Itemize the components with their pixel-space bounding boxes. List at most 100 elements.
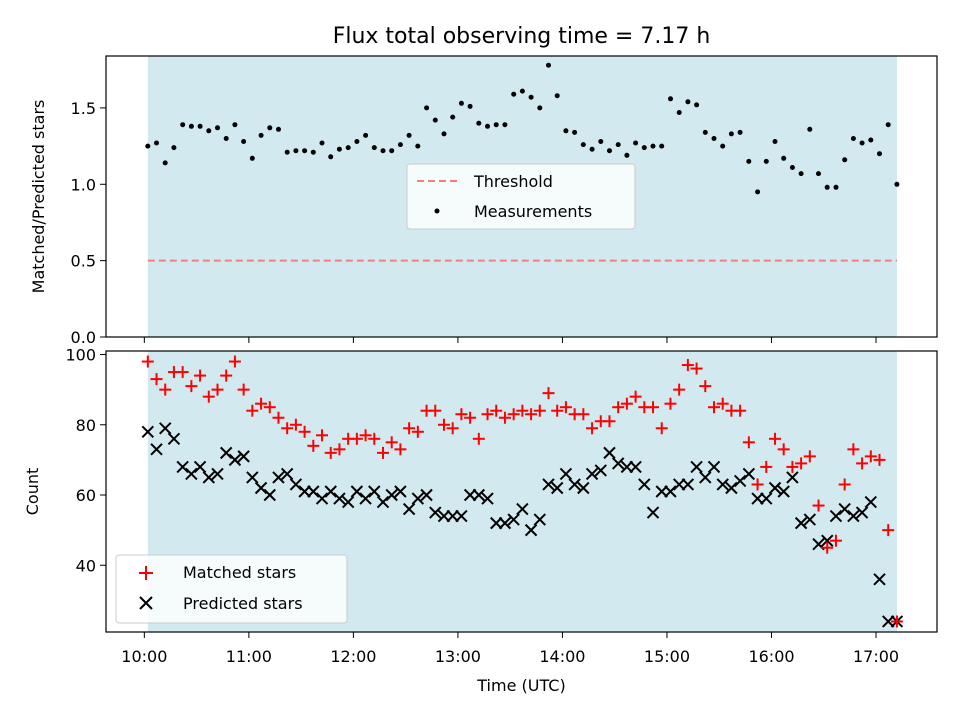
measurement-point [432, 117, 438, 123]
measurement-point [441, 131, 447, 137]
measurement-point [336, 146, 342, 152]
predicted-star-point [664, 485, 677, 498]
bottom-x-ticks: 10:00 11:00 12:00 13:00 14:00 15:00 16:00 17:00 [121, 632, 899, 666]
measurement-point [572, 129, 578, 135]
measurement-point [293, 148, 299, 154]
predicted-star-point [699, 471, 712, 484]
predicted-star-point [873, 573, 886, 586]
predicted-star-point [507, 513, 520, 526]
predicted-star-point [159, 422, 172, 435]
predicted-star-point [202, 471, 215, 484]
matched-star-point [681, 359, 694, 372]
predicted-star-point [350, 485, 364, 498]
matched-star-point [350, 432, 363, 445]
matched-star-point [333, 443, 346, 456]
legend-measurements-swatch [434, 208, 440, 214]
predicted-star-point [176, 460, 189, 474]
matched-star-point [716, 397, 729, 410]
measurement-point [328, 154, 334, 160]
predicted-star-point [777, 485, 790, 498]
matched-star-point [786, 460, 799, 473]
top-legend-box [406, 163, 636, 230]
predicted-star-point [707, 460, 721, 474]
matched-star-point [655, 422, 668, 435]
predicted-star-point [211, 467, 224, 481]
measurement-point [694, 102, 700, 108]
matched-star-point [411, 425, 424, 438]
bottom-y-tick-label: 40 [76, 556, 96, 575]
matched-star-point [298, 425, 311, 438]
top-x-ticks [143, 337, 877, 343]
matched-star-point [673, 383, 686, 396]
predicted-star-point [185, 467, 198, 481]
legend-measurements-label: Measurements [474, 202, 592, 221]
x-tick-label: 11:00 [226, 647, 272, 666]
legend-predicted-label: Predicted stars [183, 594, 303, 613]
measurement-point [859, 140, 865, 146]
matched-star-point [559, 401, 572, 414]
measurement-point [868, 137, 874, 143]
measurement-point [215, 125, 220, 131]
matched-star-point [533, 404, 546, 417]
predicted-star-point [385, 488, 398, 502]
predicted-star-point [794, 516, 808, 530]
measurement-point [728, 131, 734, 137]
matched-star-point [324, 446, 337, 459]
top-y-tick-label: 0.5 [71, 252, 96, 271]
predicted-star-point [341, 495, 355, 509]
predicted-star-point [376, 495, 390, 509]
measurement-point [659, 143, 665, 149]
matched-star-point [464, 411, 477, 424]
predicted-stars-points [141, 422, 904, 628]
matched-star-point [525, 408, 538, 421]
matched-star-point [760, 460, 773, 473]
bottom-y-tick-label: 100 [65, 346, 96, 365]
matched-star-point [263, 401, 276, 414]
predicted-star-point [324, 485, 337, 498]
measurement-point [842, 157, 848, 163]
matched-star-point [185, 380, 198, 393]
predicted-star-point [821, 534, 834, 547]
matched-star-point [690, 362, 703, 375]
predicted-star-point [220, 446, 233, 460]
matched-star-point [228, 355, 241, 368]
legend-predicted-swatch [139, 596, 153, 610]
measurement-point [310, 149, 316, 155]
measurement-point [746, 158, 752, 164]
measurement-point [389, 148, 395, 154]
measurement-point [598, 139, 604, 144]
matched-star-point [812, 499, 825, 512]
predicted-star-point [716, 478, 729, 491]
legend-threshold-label: Threshold [473, 172, 553, 191]
matched-star-point [455, 408, 468, 421]
measurement-point [615, 142, 621, 148]
predicted-star-point [472, 488, 486, 502]
predicted-star-point [254, 481, 268, 495]
measurement-point [607, 148, 612, 154]
measurement-point [833, 184, 839, 190]
matched-star-point [586, 422, 599, 435]
x-tick-label: 17:00 [853, 647, 899, 666]
matched-star-point [873, 453, 886, 466]
x-tick-label: 14:00 [539, 647, 585, 666]
measurement-point [188, 123, 194, 129]
matched-star-point [481, 408, 494, 421]
measurement-point [380, 148, 386, 154]
matched-star-point [141, 355, 154, 368]
measurement-point [894, 181, 900, 187]
x-tick-label: 10:00 [121, 647, 167, 666]
measurement-point [641, 145, 647, 151]
measurement-point [206, 128, 212, 134]
predicted-star-point [516, 502, 529, 516]
predicted-star-point [585, 467, 599, 481]
measurement-point [232, 122, 238, 128]
measurement-point [824, 184, 830, 190]
predicted-star-point [690, 460, 703, 474]
predicted-star-point [498, 516, 512, 530]
matched-star-point [890, 615, 903, 628]
measurement-point [145, 143, 151, 149]
matched-star-point [403, 422, 416, 435]
measurement-point [345, 145, 351, 151]
matched-star-point [821, 541, 834, 554]
matched-star-point [612, 401, 625, 414]
